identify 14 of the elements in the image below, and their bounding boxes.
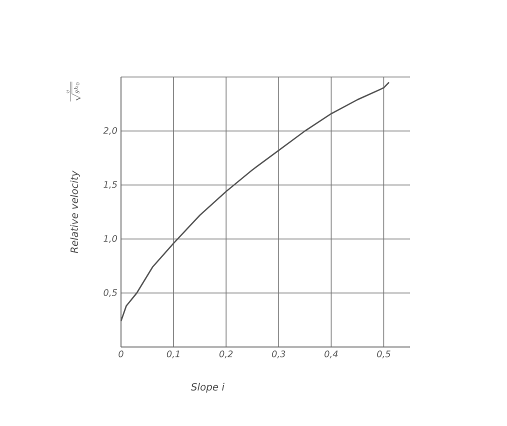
x-axis-title: Slope i <box>190 382 224 393</box>
y-tick-label: 2,0 <box>103 127 118 135</box>
y-tick-label: 1,5 <box>104 181 117 189</box>
y-tick-label: 0,5 <box>104 289 117 297</box>
x-tick-label: 0 <box>118 350 124 358</box>
x-tick-label: 0,1 <box>166 350 180 358</box>
y-tick-label: 1,0 <box>104 235 118 243</box>
x-tick-label: 0,5 <box>377 350 390 358</box>
x-tick-label: 0,4 <box>324 350 338 358</box>
y-axis-title: Relative velocity <box>70 170 80 254</box>
text: $\frac{v}{\sqrt{g h_0}}$ <box>66 82 81 102</box>
x-tick-label: 0,3 <box>272 350 286 358</box>
line-series <box>120 82 390 322</box>
x-tick-label: 0,2 <box>219 350 233 358</box>
